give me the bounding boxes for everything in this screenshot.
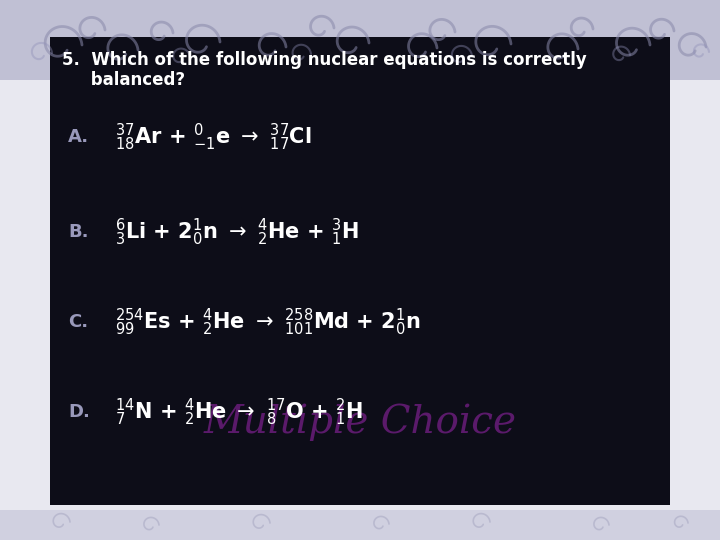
Text: 5.  Which of the following nuclear equations is correctly: 5. Which of the following nuclear equati… [62,51,587,69]
Text: $^{37}_{18}$Ar + $^{0}_{-1}$e $\rightarrow$ $^{37}_{17}$Cl: $^{37}_{18}$Ar + $^{0}_{-1}$e $\rightarr… [115,122,312,153]
Text: B.: B. [68,223,89,241]
Text: balanced?: balanced? [62,71,185,89]
Bar [0,510,720,540]
Text: A.: A. [68,128,89,146]
Text: Multiple Choice: Multiple Choice [204,403,516,441]
Bar [0,0,720,80]
Text: $^{14}_{7}$N + $^{4}_{2}$He $\rightarrow$ $^{17}_{8}$O + $^{2}_{1}$H: $^{14}_{7}$N + $^{4}_{2}$He $\rightarrow… [115,396,363,428]
Bar [50,37,670,505]
Text: $^{254}_{99}$Es + $^{4}_{2}$He $\rightarrow$ $^{258}_{101}$Md + 2$^{1}_{0}$n: $^{254}_{99}$Es + $^{4}_{2}$He $\rightar… [115,306,420,338]
Text: C.: C. [68,313,88,331]
Text: $^{6}_{3}$Li + 2$^{1}_{0}$n $\rightarrow$ $^{4}_{2}$He + $^{3}_{1}$H: $^{6}_{3}$Li + 2$^{1}_{0}$n $\rightarrow… [115,217,359,248]
Text: D.: D. [68,403,90,421]
